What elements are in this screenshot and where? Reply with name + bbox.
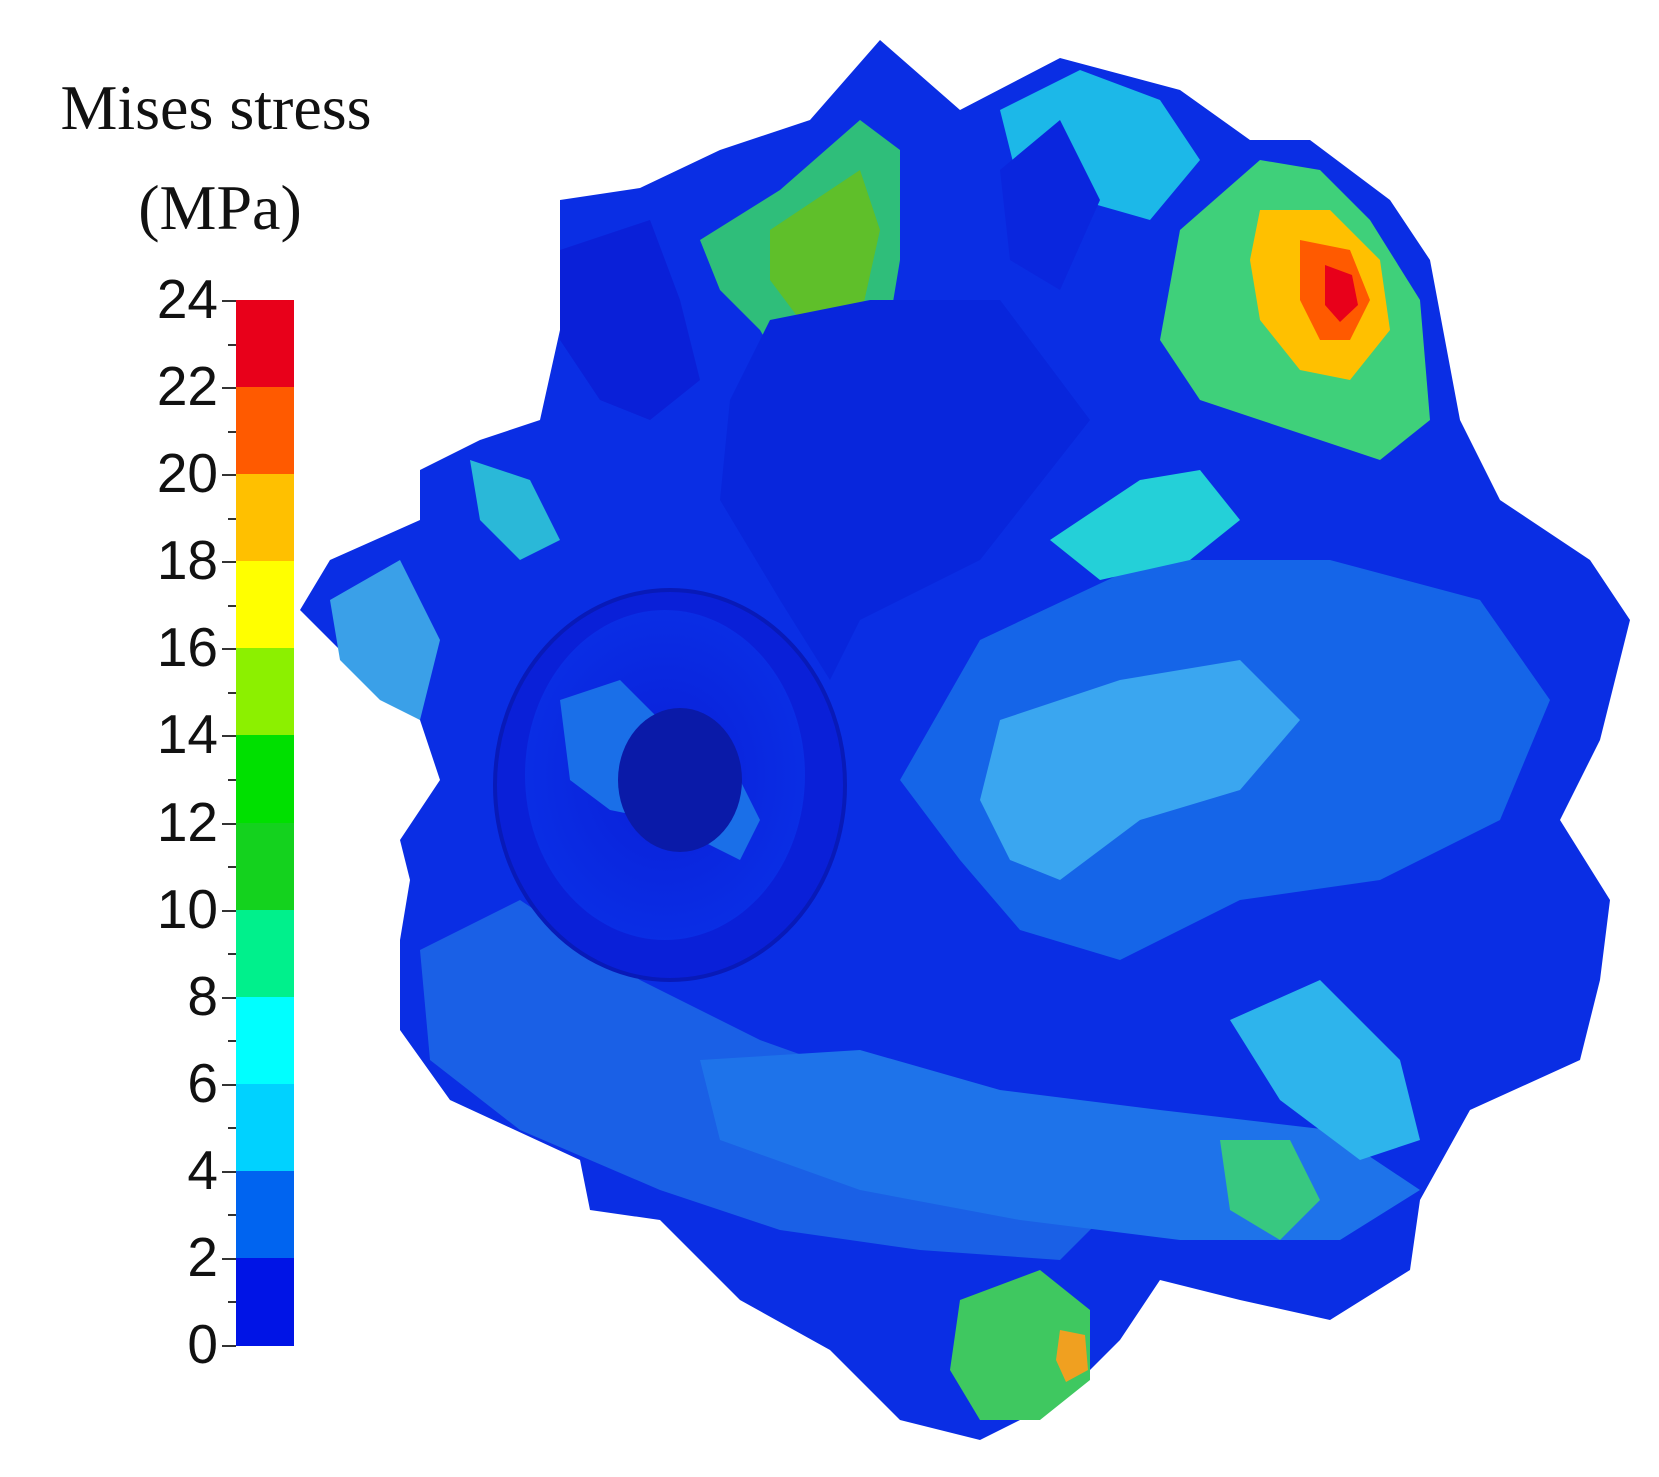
blade-green-lowright [1220,1140,1320,1240]
hub-bore [618,708,742,852]
tick-label: 6 [187,1051,218,1114]
colorbar-band [236,735,294,824]
colorbar [236,300,294,1346]
colorbar-band [236,822,294,911]
colorbar-band [236,648,294,737]
legend-unit: (MPa) [138,172,302,243]
colorbar-band [236,909,294,998]
tick-mark [222,1083,236,1086]
tick-mark [222,909,236,912]
colorbar-band [236,996,294,1085]
tick-mark [222,1345,236,1347]
tick-mark [222,822,236,825]
tick-mark [222,300,236,302]
minor-tick-mark [228,778,236,781]
tick-label: 24 [156,268,218,330]
tick-mark [222,648,236,651]
blade-orange-bottom [1056,1330,1088,1382]
colorbar-band [236,1257,294,1346]
blade-hot-peak [1325,265,1358,322]
tick-label: 14 [156,703,218,766]
tick-mark [222,1257,236,1260]
blade-edge-dark-3 [1000,120,1100,290]
tick-label: 22 [156,355,218,418]
tick-label: 0 [187,1313,218,1375]
colorbar-band [236,1170,294,1259]
minor-tick-mark [228,1301,236,1304]
region-light-2 [1230,980,1420,1160]
impeller-body [300,40,1630,1440]
blade-cyan-2 [1050,470,1240,580]
minor-tick-mark [228,1214,236,1217]
tick-mark [222,561,236,564]
blade-edge-dark-1 [560,220,700,420]
colorbar-band [236,1083,294,1172]
tick-label: 18 [156,529,218,592]
minor-tick-mark [228,953,236,956]
colorbar-band [236,300,294,389]
colorbar-band [236,387,294,476]
minor-tick-mark [228,866,236,869]
tick-mark [222,735,236,738]
minor-tick-mark [228,430,236,433]
legend-title: Mises stress [60,72,372,143]
tick-label: 16 [156,616,218,679]
tick-mark [222,996,236,999]
tick-label: 12 [156,790,218,853]
blade-left-light [470,460,560,560]
tick-mark [222,387,236,390]
region-light-1 [980,660,1300,880]
tick-label: 4 [187,1138,218,1201]
tick-mark [222,1170,236,1173]
colorbar-band [236,474,294,563]
tick-label: 20 [156,442,218,505]
minor-tick-mark [228,604,236,607]
minor-tick-mark [228,517,236,520]
minor-tick-mark [228,691,236,694]
colorbar-band [236,561,294,650]
minor-tick-mark [228,343,236,346]
tick-label: 10 [156,877,218,940]
blade-green-bottom [950,1270,1090,1420]
hub [493,588,847,982]
tick-label: 8 [187,964,218,1027]
blade-edge-dark-2 [720,300,1090,680]
tick-label: 2 [187,1225,218,1288]
region-light-3 [330,560,440,720]
minor-tick-mark [228,1040,236,1043]
tick-mark [222,474,236,477]
minor-tick-mark [228,1127,236,1130]
